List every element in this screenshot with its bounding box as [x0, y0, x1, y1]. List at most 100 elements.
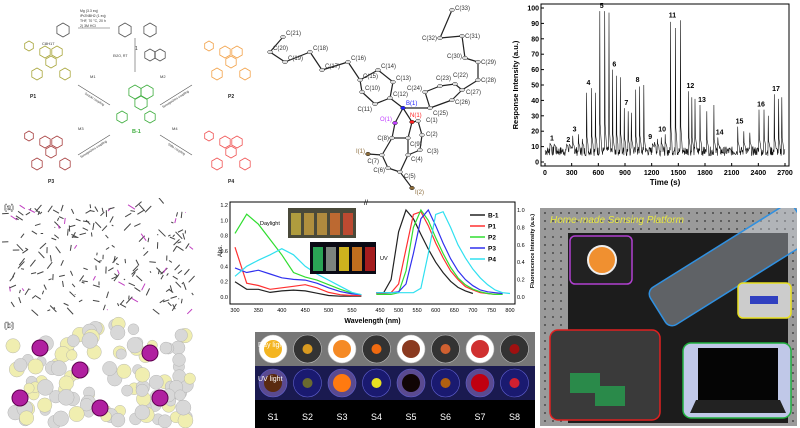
atom — [422, 89, 428, 95]
circuit-box — [549, 329, 661, 421]
packing-bond — [182, 232, 186, 240]
packing-bond — [119, 303, 127, 308]
packing-bond — [183, 268, 190, 276]
hole — [600, 220, 602, 222]
hole — [752, 220, 754, 222]
packing-bond — [108, 267, 114, 272]
atom — [282, 59, 288, 65]
hole — [720, 228, 722, 230]
hole — [736, 220, 738, 222]
atom-label: I(1) — [356, 149, 365, 155]
benzene-ring — [225, 55, 237, 69]
space-fill-atom — [37, 379, 54, 396]
benzene-ring — [31, 157, 43, 171]
hole — [632, 212, 634, 214]
row-label-uv: UV light — [258, 376, 283, 383]
bond — [461, 79, 479, 91]
hole — [792, 404, 794, 406]
atom-label: B(1) — [406, 101, 417, 107]
benzene-ring — [239, 67, 251, 81]
peak-label: 16 — [757, 102, 765, 109]
atom-label: C(32) — [422, 36, 437, 42]
packing-bond — [118, 281, 126, 286]
hole — [792, 356, 794, 358]
atom-label: C(8) — [377, 136, 389, 142]
hole — [552, 292, 554, 294]
inset-label-uv: UV — [380, 256, 388, 262]
peak-label: 14 — [716, 129, 724, 136]
vial — [317, 213, 327, 235]
packing-bond — [63, 217, 66, 224]
atom-label: C(31) — [465, 34, 480, 40]
sample-label: S5 — [405, 412, 416, 422]
hole — [792, 308, 794, 310]
hole — [792, 420, 794, 422]
atom — [359, 89, 365, 95]
peak-label: 15 — [736, 119, 744, 126]
benzene-ring — [219, 135, 231, 149]
bond — [419, 134, 423, 151]
hole — [792, 372, 794, 374]
packing-bond — [9, 284, 17, 289]
packing-bond — [83, 267, 88, 271]
vial — [304, 213, 314, 235]
atom-label: C(29) — [481, 60, 496, 66]
packing-bond — [170, 221, 174, 224]
packing-bond — [34, 223, 41, 227]
y-tick-label: 0.2 — [220, 280, 228, 286]
bond — [309, 51, 323, 71]
hole — [608, 228, 610, 230]
hole — [792, 276, 794, 278]
peak-label: 2 — [566, 137, 570, 144]
x-tick-label: 0 — [543, 170, 547, 177]
hole — [712, 228, 714, 230]
spectra-chart: 0.0 0.2 0.4 0.6 0.8 1.0 1.2 0.0 0.2 0.4 0.6 0.8 1.0 3… — [200, 195, 536, 325]
sample-label: S1 — [267, 412, 278, 422]
packing-bond — [149, 261, 156, 263]
peak-label: 10 — [658, 126, 666, 133]
hole — [544, 348, 546, 350]
packing-bond — [15, 215, 24, 221]
packing-bond — [54, 234, 60, 239]
hole — [792, 228, 794, 230]
intermediate-label: 1 — [135, 46, 138, 52]
packing-bond — [102, 304, 106, 311]
hole — [544, 388, 546, 390]
platform-canvas: Home-made Sensing Platform — [540, 203, 800, 426]
packing-bond — [67, 228, 69, 236]
atom-label: C(33) — [455, 6, 470, 12]
atom-label: C(9) — [410, 142, 422, 148]
hole — [792, 348, 794, 350]
benzene-ring — [144, 48, 156, 62]
hole — [560, 284, 562, 286]
benzene-ring — [24, 40, 34, 52]
packing-bond — [62, 280, 64, 288]
iodine-sphere — [11, 389, 29, 407]
x-tick-label: 800 — [505, 308, 514, 314]
atom — [459, 87, 465, 93]
atom — [280, 34, 286, 40]
bond — [424, 91, 431, 109]
circuit-board — [570, 373, 600, 393]
packing-bond — [125, 296, 133, 304]
product-label: P2 — [228, 94, 234, 100]
space-fill-atom — [126, 337, 143, 354]
atom — [409, 119, 415, 125]
hole — [768, 212, 770, 214]
hole — [784, 212, 786, 214]
atom — [475, 59, 481, 65]
row-label-day: Day light — [258, 342, 285, 349]
hole — [624, 220, 626, 222]
packing-bond — [144, 205, 152, 213]
packing-bond — [58, 216, 64, 220]
hole — [600, 228, 602, 230]
packing-bond — [36, 271, 44, 275]
packing-bond — [175, 281, 182, 288]
packing-bond — [159, 299, 165, 304]
bond — [321, 61, 349, 71]
hole — [560, 236, 562, 238]
packing-bond — [34, 208, 41, 215]
y-right-tick-label: 0.6 — [517, 243, 525, 249]
atom — [475, 77, 481, 83]
packing-bond — [63, 302, 69, 306]
